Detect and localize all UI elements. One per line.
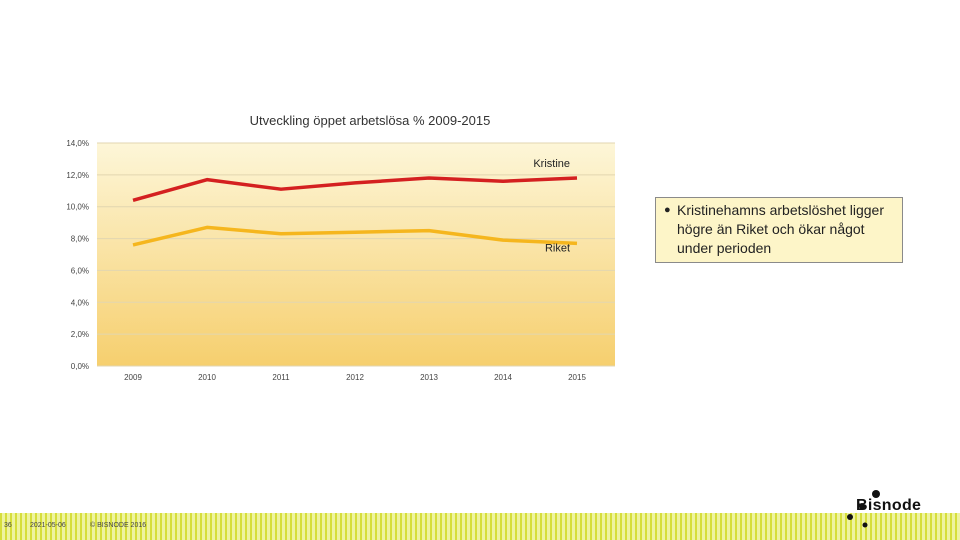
y-tick-label: 2,0% bbox=[71, 330, 89, 339]
series-label: Kristine bbox=[533, 158, 570, 170]
bisnode-logo bbox=[847, 490, 880, 528]
series-line-kristine bbox=[132, 176, 578, 203]
footer-date: 2021-05-06 bbox=[30, 522, 66, 529]
y-tick-label: 0,0% bbox=[71, 362, 89, 371]
x-tick-label: 2009 bbox=[124, 373, 142, 382]
x-tick-label: 2012 bbox=[346, 373, 364, 382]
page-number: 36 bbox=[4, 522, 12, 529]
chart-title: Utveckling öppet arbetslösa % 2009-2015 bbox=[249, 113, 491, 128]
x-tick-label: 2010 bbox=[198, 373, 216, 382]
x-tick-label: 2015 bbox=[568, 373, 586, 382]
x-tick-label: 2013 bbox=[420, 373, 438, 382]
x-tick-label: 2014 bbox=[494, 373, 512, 382]
y-tick-label: 4,0% bbox=[71, 298, 89, 307]
logo-text: Bisnode bbox=[856, 497, 922, 514]
plot-area bbox=[97, 143, 615, 366]
callout-box: ● Kristinehamns arbetslöshet ligger högr… bbox=[655, 197, 903, 263]
y-tick-label: 12,0% bbox=[66, 171, 89, 180]
bullet-icon: ● bbox=[664, 204, 671, 216]
series-line-riket bbox=[132, 225, 578, 247]
callout-text: Kristinehamns arbetslöshet ligger högre … bbox=[677, 202, 884, 256]
y-tick-label: 10,0% bbox=[66, 203, 89, 212]
y-tick-label: 14,0% bbox=[66, 139, 89, 148]
series-label: Riket bbox=[545, 242, 570, 254]
y-tick-label: 8,0% bbox=[71, 235, 89, 244]
footer-band bbox=[0, 513, 960, 540]
y-tick-label: 6,0% bbox=[71, 266, 89, 275]
x-tick-label: 2011 bbox=[272, 373, 290, 382]
footer-copyright: © BISNODE 2016 bbox=[90, 522, 147, 529]
